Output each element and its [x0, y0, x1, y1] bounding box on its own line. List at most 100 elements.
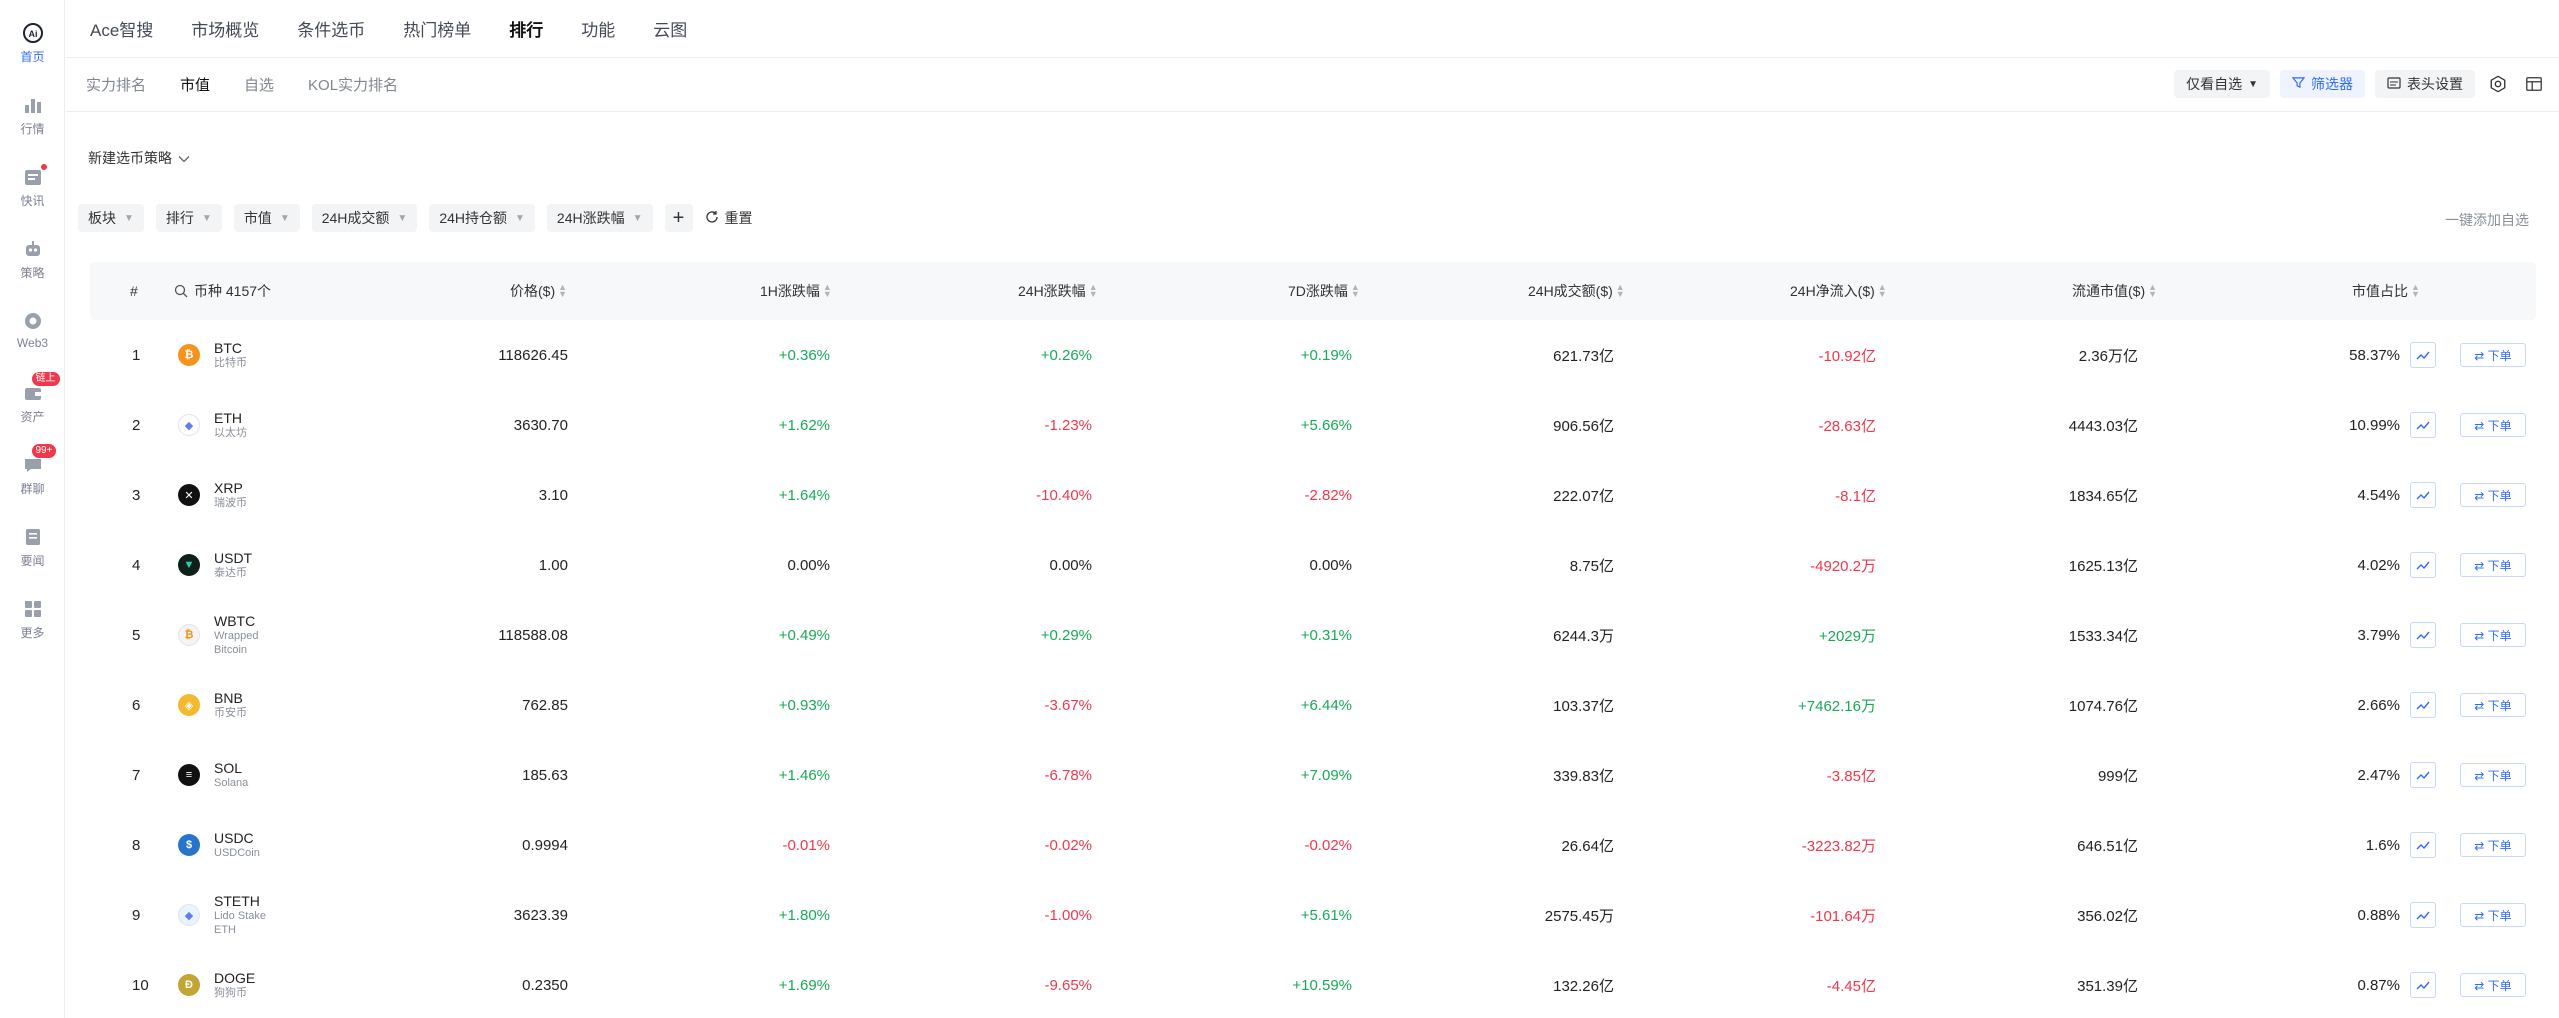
filter-chip[interactable]: 24H持仓额 ▼	[429, 204, 535, 232]
sidebar-item-0[interactable]: Ai 首页	[0, 22, 65, 82]
topnav-tab[interactable]: 功能	[581, 21, 616, 40]
header-24h-volume[interactable]: 24H成交额($) ▲ ▼	[1528, 262, 1625, 320]
trend-chart-button[interactable]	[2410, 622, 2436, 648]
sidebar-item-label: 资产	[20, 410, 45, 424]
filter-chip[interactable]: 排行 ▼	[155, 204, 222, 232]
coin-cell[interactable]: ✕ XRP 瑞波币	[178, 460, 247, 530]
sort-icon: ▲ ▼	[2148, 282, 2158, 299]
table-row[interactable]: 3 ✕ XRP 瑞波币 3.10 +1.64% -10.40% -2.82% 222.07亿 -8…	[90, 460, 2536, 530]
rank-cell: 6	[132, 696, 141, 714]
place-order-button[interactable]: ⇄ 下单	[2460, 693, 2526, 717]
coin-cell[interactable]: ₿ BTC 比特币	[178, 320, 247, 390]
place-order-button[interactable]: ⇄ 下单	[2460, 903, 2526, 927]
filter-chip[interactable]: 24H涨跌幅 ▼	[546, 204, 653, 232]
sidebar-item-5[interactable]: 链上 资产	[0, 372, 65, 442]
order-cell: ⇄ 下单	[2460, 460, 2526, 530]
sidebar-item-7[interactable]: 要闻	[0, 526, 65, 586]
subtab[interactable]: KOL实力排名	[308, 77, 399, 94]
coin-cell[interactable]: ◆ ETH 以太坊	[178, 390, 247, 460]
filter-chip[interactable]: 市值 ▼	[233, 204, 300, 232]
trend-chart-button[interactable]	[2410, 552, 2436, 578]
header-market-cap[interactable]: 流通市值($) ▲ ▼	[2072, 262, 2157, 320]
trend-cell	[2410, 740, 2436, 810]
add-filter-button[interactable]: +	[664, 204, 693, 232]
table-row[interactable]: 2 ◆ ETH 以太坊 3630.70 +1.62% -1.23% +5.66% 906.56亿…	[90, 390, 2536, 460]
trend-chart-button[interactable]	[2410, 762, 2436, 788]
trend-chart-button[interactable]	[2410, 972, 2436, 998]
trend-cell	[2410, 880, 2436, 950]
topnav-tab[interactable]: 云图	[653, 21, 688, 40]
sidebar-item-3[interactable]: 策略	[0, 238, 65, 298]
trend-chart-button[interactable]	[2410, 832, 2436, 858]
sidebar-item-2[interactable]: 快讯	[0, 164, 65, 226]
inflow-cell: -8.1亿	[1835, 487, 1876, 505]
add-all-watchlist-link[interactable]: 一键添加自选	[2445, 212, 2529, 228]
coin-cell[interactable]: ◈ BNB 币安币	[178, 670, 247, 740]
new-strategy-dropdown[interactable]: 新建选币策略	[88, 148, 190, 168]
trend-chart-button[interactable]	[2410, 342, 2436, 368]
header-coin[interactable]: 币种 4157个	[174, 262, 271, 320]
table-row[interactable]: 6 ◈ BNB 币安币 762.85 +0.93% -3.67% +6.44% 103.37亿 +…	[90, 670, 2536, 740]
sidebar-item-8[interactable]: 更多	[0, 598, 65, 658]
coin-cell[interactable]: Ð DOGE 狗狗币	[178, 950, 255, 1018]
topnav-tab[interactable]: Ace智搜	[90, 21, 154, 40]
table-row[interactable]: 10 Ð DOGE 狗狗币 0.2350 +1.69% -9.65% +10.59% 132.2…	[90, 950, 2536, 1018]
header-24h-inflow[interactable]: 24H净流入($) ▲ ▼	[1790, 262, 1887, 320]
place-order-button[interactable]: ⇄ 下单	[2460, 553, 2526, 577]
subtab[interactable]: 实力排名	[86, 77, 147, 94]
header-settings-button[interactable]: 表头设置	[2375, 70, 2475, 98]
table-row[interactable]: 4 ▼ USDT 泰达币 1.00 0.00% 0.00% 0.00% 8.75亿 -4920.2…	[90, 530, 2536, 600]
trend-chart-button[interactable]	[2410, 692, 2436, 718]
share-cell: 4.54%	[2357, 486, 2400, 504]
header-1h-change[interactable]: 1H涨跌幅 ▲ ▼	[760, 262, 832, 320]
header-7d-change[interactable]: 7D涨跌幅 ▲ ▼	[1288, 262, 1360, 320]
sort-icon: ▲ ▼	[558, 282, 568, 299]
subtab[interactable]: 市值	[180, 77, 211, 94]
place-order-button[interactable]: ⇄ 下单	[2460, 623, 2526, 647]
place-order-button[interactable]: ⇄ 下单	[2460, 483, 2526, 507]
place-order-button[interactable]: ⇄ 下单	[2460, 763, 2526, 787]
sidebar-item-1[interactable]: 行情	[0, 94, 65, 154]
header-market-share[interactable]: 市值占比 ▲ ▼	[2352, 262, 2420, 320]
place-order-button[interactable]: ⇄ 下单	[2460, 413, 2526, 437]
table-row[interactable]: 1 ₿ BTC 比特币 118626.45 +0.36% +0.26% +0.19% 621.7…	[90, 320, 2536, 390]
trend-cell	[2410, 670, 2436, 740]
topnav-tab[interactable]: 条件选币	[297, 21, 366, 40]
sidebar-item-label: 快讯	[20, 194, 45, 208]
inflow-cell: -10.92亿	[1818, 347, 1876, 365]
coin-names: STETH Lido Stake ETH	[214, 893, 274, 937]
filter-chip[interactable]: 24H成交额 ▼	[311, 204, 418, 232]
reset-button[interactable]: 重置	[705, 208, 753, 228]
layout-toggle-button[interactable]	[2521, 71, 2547, 97]
filter-button[interactable]: 筛选器	[2280, 70, 2365, 98]
coin-names: BNB 币安币	[214, 690, 247, 720]
topnav-tab[interactable]: 排行	[509, 21, 544, 40]
sort-icon: ▲ ▼	[1088, 282, 1098, 299]
sidebar-item-6[interactable]: 99+ 群聊	[0, 444, 65, 514]
coin-cell[interactable]: ◆ STETH Lido Stake ETH	[178, 880, 274, 950]
coin-cell[interactable]: ▼ USDT 泰达币	[178, 530, 252, 600]
place-order-button[interactable]: ⇄ 下单	[2460, 343, 2526, 367]
coin-cell[interactable]: ≡ SOL Solana	[178, 740, 248, 810]
trend-chart-button[interactable]	[2410, 902, 2436, 928]
table-row[interactable]: 8 $ USDC USDCoin 0.9994 -0.01% -0.02% -0.02% 26.…	[90, 810, 2536, 880]
header-price[interactable]: 价格($) ▲ ▼	[510, 262, 567, 320]
header-24h-change[interactable]: 24H涨跌幅 ▲ ▼	[1018, 262, 1098, 320]
filter-chip[interactable]: 板块 ▼	[78, 204, 144, 232]
d7-cell: +0.19%	[1300, 346, 1352, 364]
subtab[interactable]: 自选	[244, 77, 275, 94]
table-row[interactable]: 9 ◆ STETH Lido Stake ETH 3623.39 +1.80% -1.00%…	[90, 880, 2536, 950]
sidebar-item-4[interactable]: Web3	[0, 310, 65, 370]
coin-cell[interactable]: ₿ WBTC Wrapped Bitcoin	[178, 600, 274, 670]
place-order-button[interactable]: ⇄ 下单	[2460, 973, 2526, 997]
topnav-tab[interactable]: 热门榜单	[403, 21, 472, 40]
table-row[interactable]: 7 ≡ SOL Solana 185.63 +1.46% -6.78% +7.09% 339.8…	[90, 740, 2536, 810]
settings-gear-button[interactable]	[2485, 71, 2511, 97]
coin-cell[interactable]: $ USDC USDCoin	[178, 810, 260, 880]
topnav-tab[interactable]: 市场概览	[191, 21, 260, 40]
trend-chart-button[interactable]	[2410, 412, 2436, 438]
watch-only-dropdown[interactable]: 仅看自选 ▼	[2174, 70, 2270, 98]
trend-chart-button[interactable]	[2410, 482, 2436, 508]
place-order-button[interactable]: ⇄ 下单	[2460, 833, 2526, 857]
table-row[interactable]: 5 ₿ WBTC Wrapped Bitcoin 118588.08 +0.49% +0.2…	[90, 600, 2536, 670]
